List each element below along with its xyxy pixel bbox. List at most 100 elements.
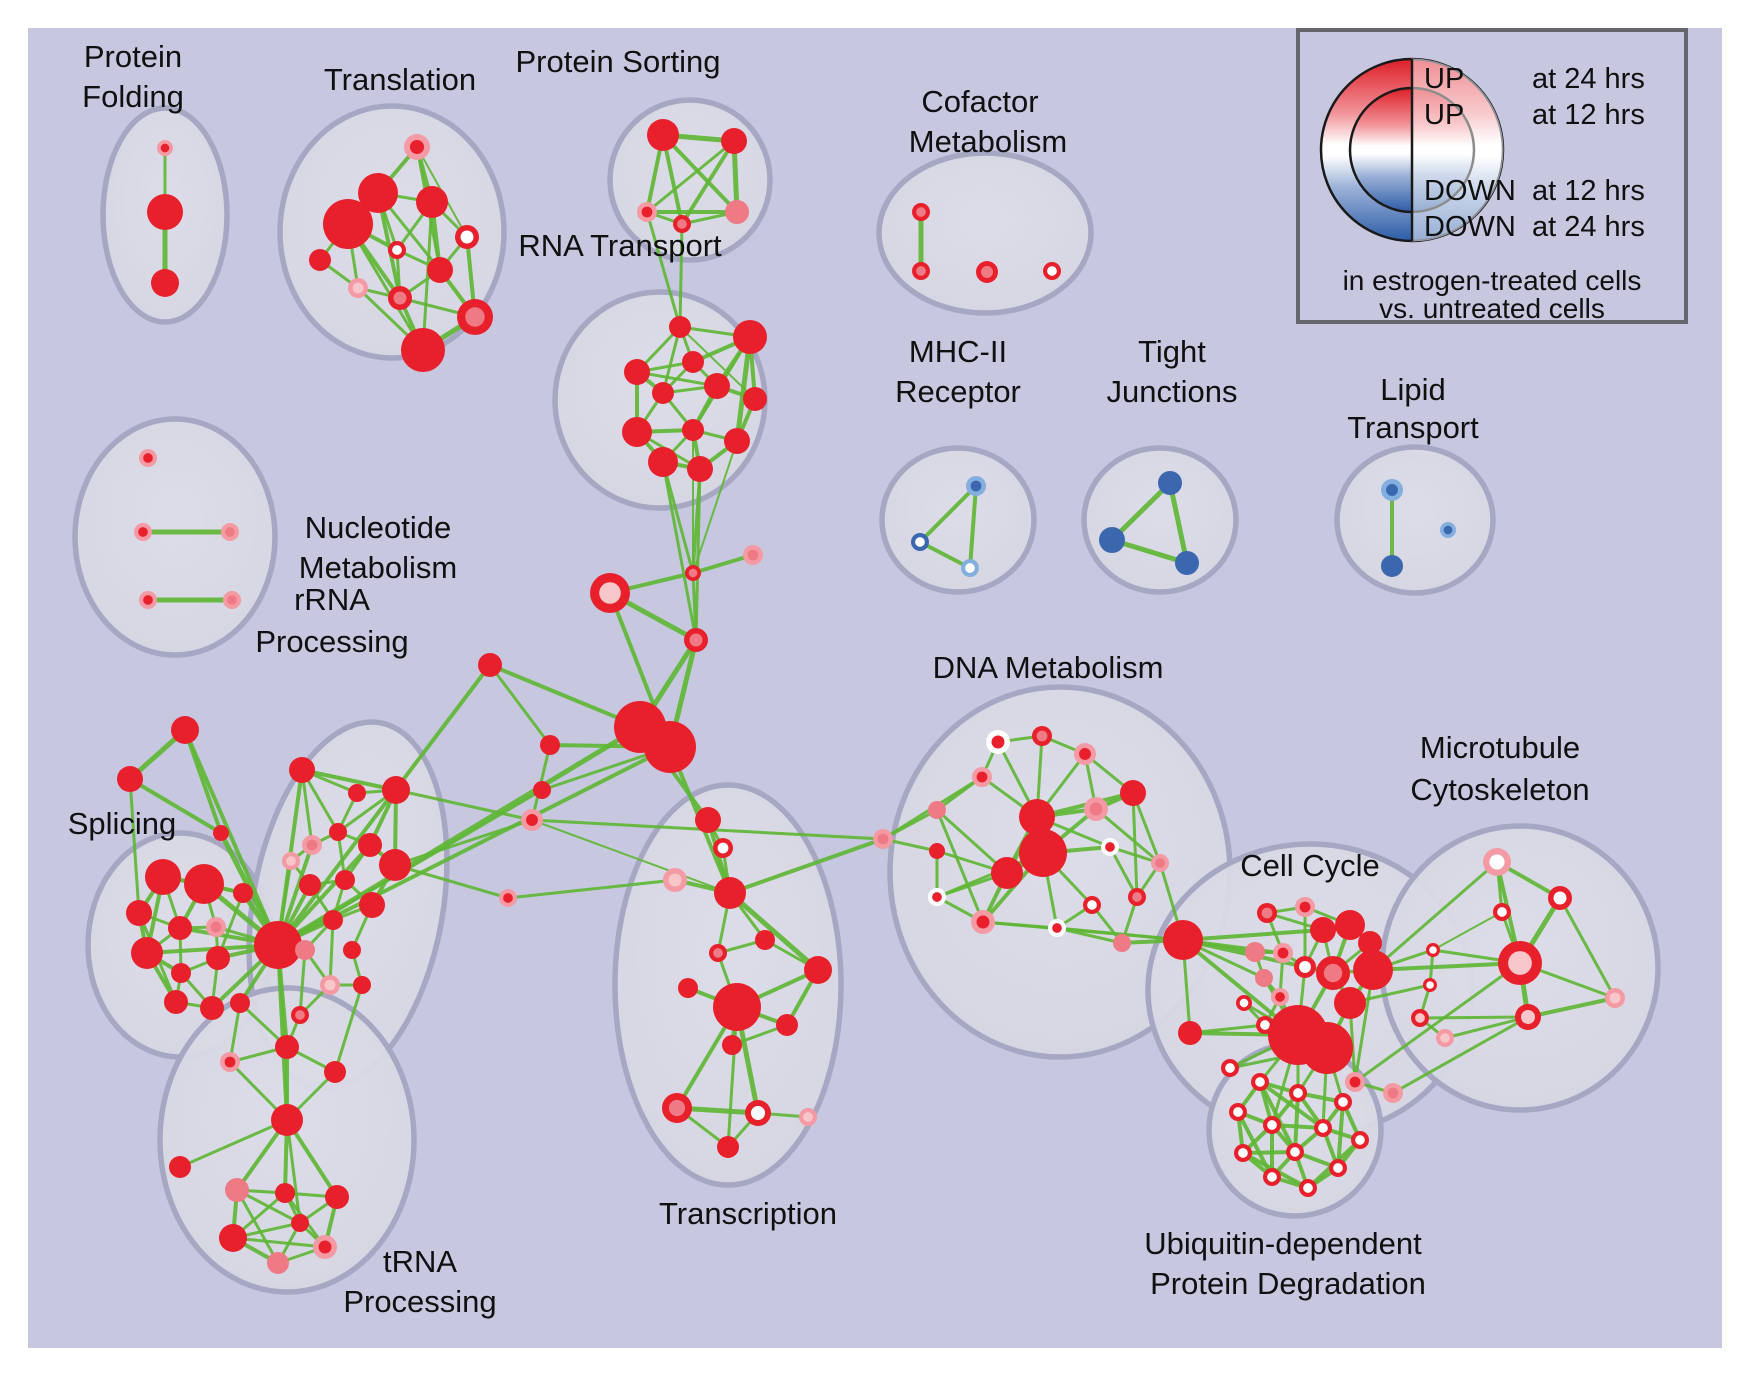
node [335,870,355,890]
node [164,990,188,1014]
node [663,868,687,892]
node [755,930,775,950]
cluster-label-cofactor-metabolism: Cofactor [921,84,1038,119]
node [206,946,230,970]
node [343,941,361,959]
cluster-label-translation: Translation [324,62,476,97]
legend-box [1296,28,1688,324]
node [223,591,241,609]
node [117,766,143,792]
cluster-label-splicing: Splicing [68,806,177,841]
node [1286,1143,1304,1161]
cluster-label-protein-folding: Folding [82,79,184,114]
edge [661,460,698,642]
edge [692,440,738,574]
node [1358,931,1382,955]
node [743,387,767,411]
edge [1558,896,1617,1000]
cluster-ellipse-lipid-transport [1334,444,1496,596]
node [1423,978,1437,992]
node [329,823,347,841]
node [1019,799,1055,835]
node [379,849,411,881]
node [291,1214,309,1232]
cluster-label-microtubule-cytoskeleton: Microtubule [1420,730,1580,765]
edge [1391,1015,1530,1095]
edge [1108,845,1139,899]
node [427,257,453,283]
node [139,449,157,467]
edge [918,484,978,544]
node [225,1178,249,1202]
edge [276,663,492,947]
node [1099,527,1125,553]
node [928,801,946,819]
node [139,591,157,609]
legend-faded-half [1411,58,1504,242]
edge [421,200,434,352]
node [295,940,315,960]
node [254,921,302,969]
node [289,757,315,783]
node [976,261,998,283]
node [1221,1059,1239,1077]
node [1301,1022,1353,1074]
node [325,1185,349,1209]
node [271,1104,303,1136]
node [1263,1168,1281,1186]
node [478,653,502,677]
node [230,993,250,1013]
cluster-label-dna-metabolism: DNA Metabolism [933,650,1164,685]
node [1113,934,1131,952]
node [624,359,650,385]
legend-direction-label: DOWN [1424,175,1516,207]
edge [531,819,731,894]
node [590,573,630,613]
cluster-ellipse-tight-junctions [1081,445,1239,595]
node [1548,886,1572,910]
node [1128,888,1146,906]
node [1255,969,1273,987]
node [1436,1029,1454,1047]
edge [694,467,702,642]
node [358,173,398,213]
edge [128,777,223,835]
node [713,983,761,1031]
node [991,857,1023,889]
cluster-label-cofactor-metabolism: Metabolism [909,124,1068,159]
cluster-label-lipid-transport: Lipid [1380,372,1446,407]
node [1101,838,1119,856]
edge [1371,961,1522,972]
edge [285,1118,302,1225]
node [1084,797,1108,821]
node [171,963,191,983]
legend-footer-text: vs. untreated cells [1379,293,1605,324]
node [540,735,560,755]
cluster-label-protein-sorting: Protein Sorting [515,44,720,79]
cluster-label-nucleotide-metabolism: Nucleotide [305,510,451,545]
cluster-label-tight-junctions: Junctions [1107,374,1238,409]
edge [728,837,885,895]
node [1381,479,1403,501]
node [455,225,479,249]
node [911,533,929,551]
node [1251,1073,1269,1091]
node [200,996,224,1020]
node [1353,950,1393,990]
legend-time-label: at 12 hrs [1532,99,1645,131]
node [1019,829,1067,877]
node [233,883,253,903]
cluster-label-trna-processing: tRNA [383,1244,457,1279]
node [151,269,179,297]
node [323,199,373,249]
node [206,917,226,937]
node [648,447,678,477]
node [353,976,371,994]
legend-direction-label: UP [1424,99,1464,131]
node [388,241,406,259]
node [348,278,368,298]
node [912,203,930,221]
node [1314,1119,1332,1137]
edge [1094,807,1162,865]
